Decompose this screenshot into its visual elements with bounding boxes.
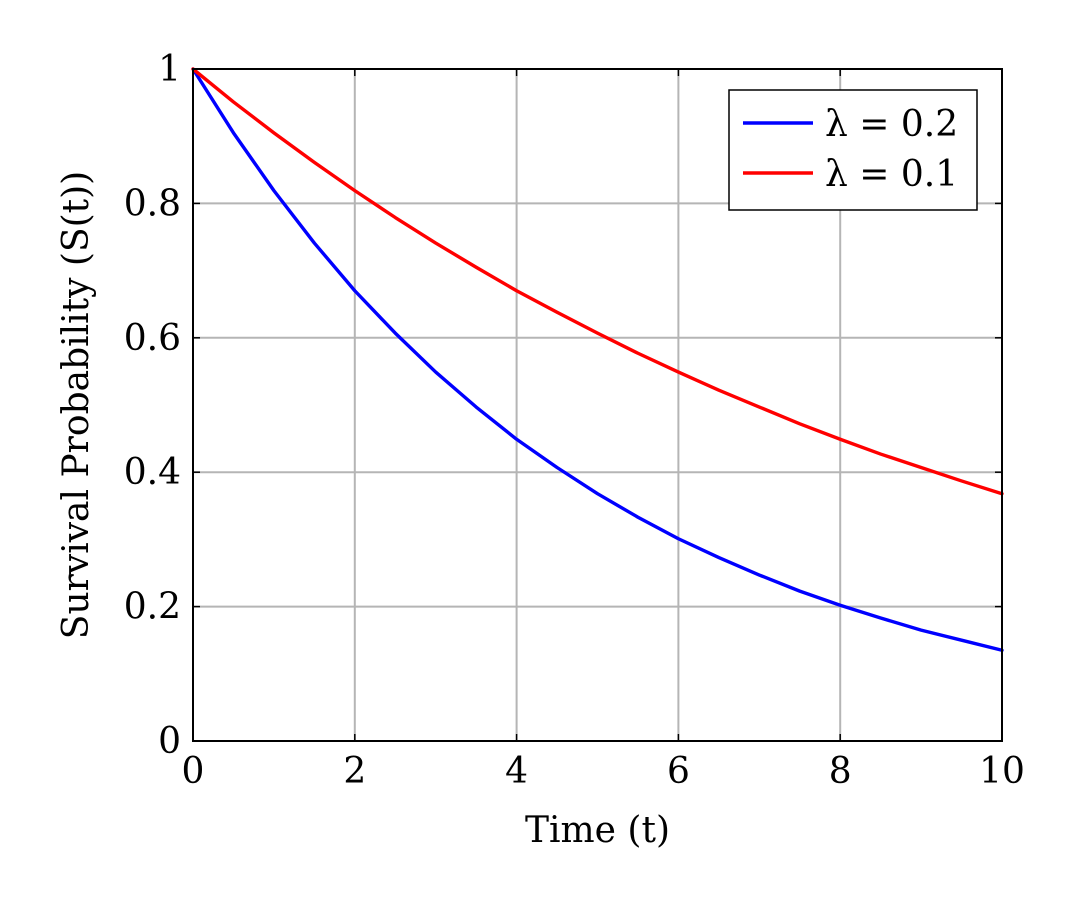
y-tick-label: 0.8 bbox=[124, 183, 181, 224]
legend-box bbox=[728, 89, 978, 211]
x-tick-label: 10 bbox=[979, 751, 1025, 792]
legend-label-2: λ = 0.1 bbox=[825, 154, 958, 195]
y-tick-label: 0.6 bbox=[124, 318, 181, 359]
series-line-1 bbox=[191, 67, 1004, 652]
x-tick-label: 4 bbox=[505, 751, 528, 792]
x-tick-label: 2 bbox=[343, 751, 366, 792]
x-tick-label: 6 bbox=[667, 751, 690, 792]
series-line-2 bbox=[191, 67, 1004, 496]
x-tick-label: 0 bbox=[182, 751, 205, 792]
legend: λ = 0.2 λ = 0.1 bbox=[728, 89, 978, 211]
y-tick-label: 0.2 bbox=[124, 587, 181, 628]
y-tick-label: 0 bbox=[158, 721, 181, 762]
y-axis-title: Survival Probability (S(t)) bbox=[56, 171, 97, 639]
legend-label-1: λ = 0.2 bbox=[825, 104, 958, 145]
series-lines bbox=[191, 67, 1004, 652]
x-axis-title: Time (t) bbox=[525, 810, 670, 851]
tick-labels: 0 2 4 6 8 10 0 0.2 0.4 0.6 0.8 1 bbox=[124, 49, 1025, 792]
y-tick-label: 0.4 bbox=[124, 452, 181, 493]
x-tick-label: 8 bbox=[829, 751, 852, 792]
tick-marks bbox=[192, 68, 1003, 742]
y-tick-label: 1 bbox=[158, 49, 181, 90]
plot-frame bbox=[192, 68, 1003, 742]
